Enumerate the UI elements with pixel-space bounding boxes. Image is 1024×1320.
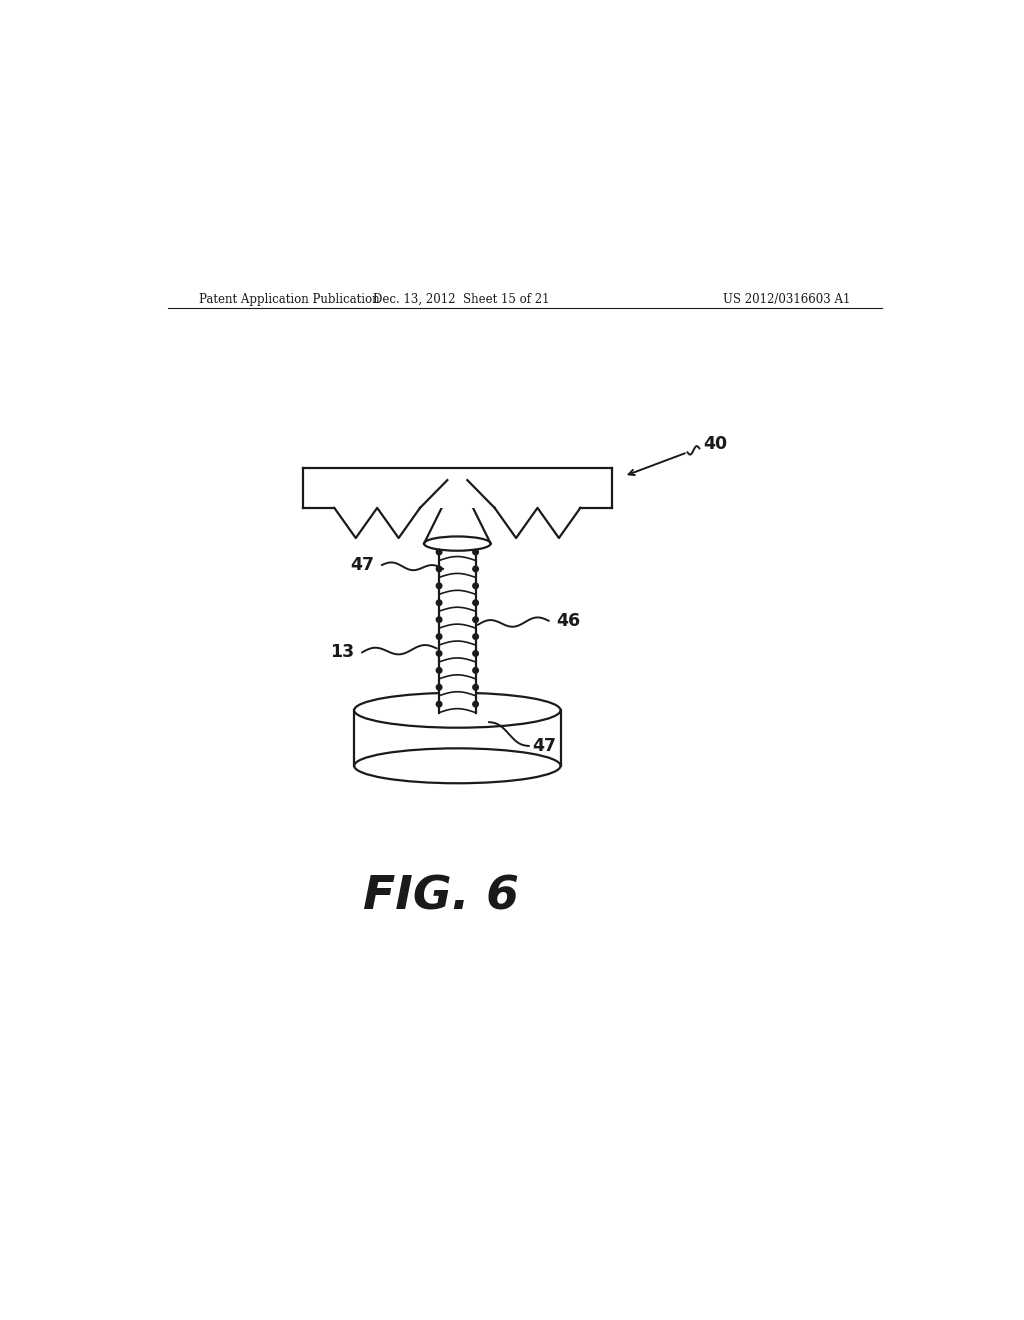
Circle shape bbox=[436, 668, 442, 673]
Circle shape bbox=[473, 566, 478, 572]
Circle shape bbox=[436, 651, 442, 656]
Circle shape bbox=[436, 701, 442, 708]
Text: 13: 13 bbox=[330, 643, 354, 661]
Circle shape bbox=[473, 616, 478, 623]
Circle shape bbox=[436, 634, 442, 639]
Circle shape bbox=[436, 566, 442, 572]
Circle shape bbox=[473, 651, 478, 656]
Circle shape bbox=[436, 583, 442, 589]
Circle shape bbox=[436, 601, 442, 606]
Circle shape bbox=[473, 701, 478, 708]
Text: 47: 47 bbox=[350, 556, 374, 574]
Bar bbox=[303, 469, 612, 508]
Ellipse shape bbox=[424, 536, 490, 550]
Circle shape bbox=[436, 616, 442, 623]
Text: US 2012/0316603 A1: US 2012/0316603 A1 bbox=[723, 293, 850, 306]
Text: Patent Application Publication: Patent Application Publication bbox=[200, 293, 380, 306]
Text: Dec. 13, 2012  Sheet 15 of 21: Dec. 13, 2012 Sheet 15 of 21 bbox=[373, 293, 550, 306]
Polygon shape bbox=[424, 477, 490, 544]
Circle shape bbox=[473, 583, 478, 589]
Circle shape bbox=[473, 601, 478, 606]
Text: 46: 46 bbox=[557, 611, 581, 630]
Text: FIG. 6: FIG. 6 bbox=[364, 874, 519, 919]
Ellipse shape bbox=[354, 693, 560, 727]
Text: 40: 40 bbox=[703, 436, 727, 453]
Ellipse shape bbox=[354, 748, 560, 783]
Bar bbox=[439, 544, 475, 713]
Circle shape bbox=[473, 549, 478, 554]
Circle shape bbox=[473, 685, 478, 690]
Circle shape bbox=[473, 634, 478, 639]
Circle shape bbox=[473, 668, 478, 673]
Text: 47: 47 bbox=[532, 737, 557, 755]
Circle shape bbox=[436, 685, 442, 690]
Circle shape bbox=[436, 549, 442, 554]
